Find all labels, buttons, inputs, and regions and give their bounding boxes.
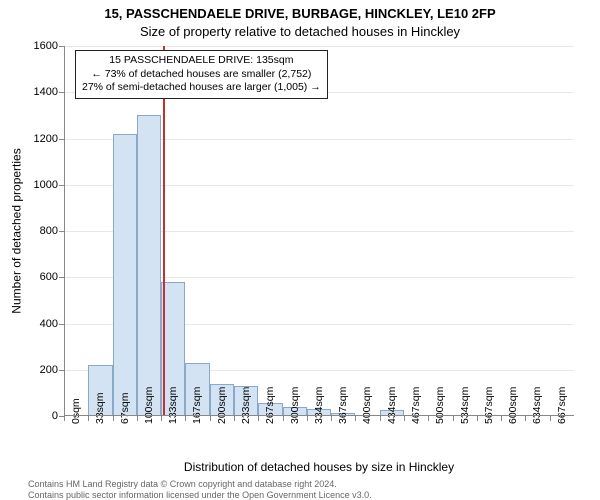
x-tick-mark	[404, 416, 405, 421]
y-tick-label: 1400	[18, 86, 58, 98]
x-tick-label: 467sqm	[410, 389, 422, 424]
annotation-line1: 15 PASSCHENDAELE DRIVE: 135sqm	[82, 54, 321, 68]
footer-line1: Contains HM Land Registry data © Crown c…	[28, 479, 372, 490]
y-tick-label: 1200	[18, 133, 58, 145]
x-tick-mark	[501, 416, 502, 421]
x-tick-label: 334sqm	[313, 389, 325, 424]
plot	[64, 46, 574, 416]
x-tick-mark	[64, 416, 65, 421]
footer-line2: Contains public sector information licen…	[28, 490, 372, 500]
annotation-box: 15 PASSCHENDAELE DRIVE: 135sqm ← 73% of …	[75, 50, 328, 99]
x-tick-mark	[355, 416, 356, 421]
x-tick-label: 567sqm	[483, 389, 495, 424]
x-tick-label: 200sqm	[216, 389, 228, 424]
y-axis-line	[64, 46, 65, 416]
x-tick-mark	[307, 416, 308, 421]
x-tick-label: 400sqm	[361, 389, 373, 424]
annotation-line2: ← 73% of detached houses are smaller (2,…	[82, 68, 321, 82]
x-axis-line	[64, 415, 574, 416]
x-tick-mark	[185, 416, 186, 421]
x-tick-mark	[477, 416, 478, 421]
x-axis-label: Distribution of detached houses by size …	[64, 460, 574, 474]
x-tick-label: 300sqm	[289, 389, 301, 424]
x-tick-label: 267sqm	[264, 389, 276, 424]
x-tick-mark	[428, 416, 429, 421]
grid-line	[64, 46, 574, 47]
x-tick-mark	[234, 416, 235, 421]
x-tick-mark	[283, 416, 284, 421]
x-tick-label: 133sqm	[167, 389, 179, 424]
y-tick-label: 1000	[18, 179, 58, 191]
x-tick-label: 600sqm	[507, 389, 519, 424]
x-tick-label: 667sqm	[556, 389, 568, 424]
x-tick-label: 434sqm	[386, 389, 398, 424]
chart-title-line2: Size of property relative to detached ho…	[0, 24, 600, 39]
x-tick-label: 367sqm	[337, 389, 349, 424]
x-tick-mark	[210, 416, 211, 421]
x-tick-mark	[331, 416, 332, 421]
x-tick-label: 67sqm	[119, 395, 131, 424]
annotation-line3: 27% of semi-detached houses are larger (…	[82, 81, 321, 95]
y-tick-label: 800	[18, 225, 58, 237]
x-tick-label: 100sqm	[143, 389, 155, 424]
footer: Contains HM Land Registry data © Crown c…	[28, 479, 372, 500]
x-tick-mark	[453, 416, 454, 421]
x-tick-label: 634sqm	[531, 389, 543, 424]
reference-line	[163, 46, 165, 416]
histogram-bar	[137, 115, 161, 416]
x-tick-mark	[161, 416, 162, 421]
chart-title-line1: 15, PASSCHENDAELE DRIVE, BURBAGE, HINCKL…	[0, 6, 600, 21]
y-tick-label: 1600	[18, 40, 58, 52]
y-tick-label: 400	[18, 318, 58, 330]
x-tick-label: 33sqm	[94, 395, 106, 424]
x-tick-label: 534sqm	[459, 389, 471, 424]
x-tick-label: 0sqm	[70, 401, 82, 424]
chart-container: 15, PASSCHENDAELE DRIVE, BURBAGE, HINCKL…	[0, 0, 600, 500]
y-tick-label: 0	[18, 410, 58, 422]
x-tick-mark	[88, 416, 89, 421]
x-tick-mark	[525, 416, 526, 421]
x-tick-mark	[137, 416, 138, 421]
x-tick-mark	[550, 416, 551, 421]
histogram-bar	[113, 134, 137, 416]
plot-area	[64, 46, 574, 416]
x-tick-mark	[380, 416, 381, 421]
x-tick-mark	[113, 416, 114, 421]
x-tick-label: 233sqm	[240, 389, 252, 424]
x-tick-label: 167sqm	[191, 389, 203, 424]
y-tick-label: 200	[18, 364, 58, 376]
x-tick-mark	[258, 416, 259, 421]
x-tick-label: 500sqm	[434, 389, 446, 424]
y-tick-label: 600	[18, 271, 58, 283]
